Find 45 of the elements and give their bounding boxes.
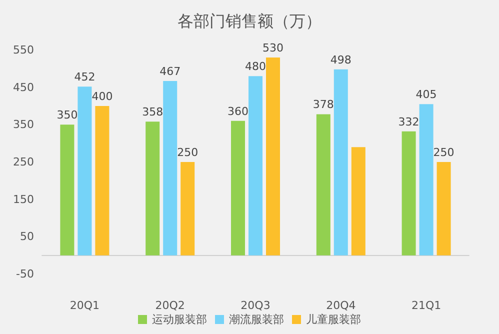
data-label: 467	[160, 64, 181, 78]
chart-title: 各部门销售额（万）	[178, 12, 322, 30]
bar	[163, 80, 178, 256]
bar	[95, 106, 110, 256]
y-tick-label: 550	[13, 44, 34, 56]
x-tick-label: 20Q2	[155, 299, 185, 312]
y-tick-label: 50	[20, 230, 34, 244]
x-tick-label: 20Q4	[326, 299, 356, 312]
x-tick-label: 20Q3	[240, 299, 270, 312]
bar	[78, 86, 92, 256]
y-tick-label: 450	[13, 80, 34, 94]
legend-label: 运动服装部	[152, 313, 207, 326]
data-label: 350	[56, 108, 78, 122]
data-label: 452	[74, 70, 96, 84]
data-label: 360	[228, 104, 248, 118]
data-label: 480	[245, 60, 266, 74]
bar	[231, 120, 245, 256]
data-label: 250	[177, 146, 198, 159]
x-tick-label: 20Q1	[70, 299, 100, 312]
y-tick-label: 350	[13, 118, 34, 132]
legend-label: 潮流服装部	[229, 313, 284, 326]
data-label: 498	[330, 53, 352, 66]
bar	[334, 69, 348, 256]
bar	[402, 131, 416, 256]
y-tick-label: 250	[13, 156, 34, 168]
legend-label: 儿童服装部	[306, 313, 361, 326]
data-label: 332	[398, 115, 420, 128]
bar	[351, 147, 366, 256]
bar	[436, 162, 451, 256]
x-tick-label: 21Q1	[411, 299, 442, 312]
y-tick-label: -50	[16, 268, 34, 280]
bar	[146, 122, 160, 256]
data-label: 378	[312, 98, 334, 112]
data-label: 358	[142, 106, 164, 119]
bar	[60, 124, 74, 256]
bar	[248, 76, 262, 256]
bar	[180, 162, 195, 256]
data-label: 530	[262, 41, 284, 54]
bar	[316, 114, 330, 256]
bar	[266, 57, 280, 256]
y-tick-label: 150	[13, 192, 34, 206]
data-label: 250	[433, 146, 454, 159]
data-label: 400	[92, 90, 113, 103]
bar	[419, 104, 434, 256]
data-label: 405	[416, 88, 437, 102]
